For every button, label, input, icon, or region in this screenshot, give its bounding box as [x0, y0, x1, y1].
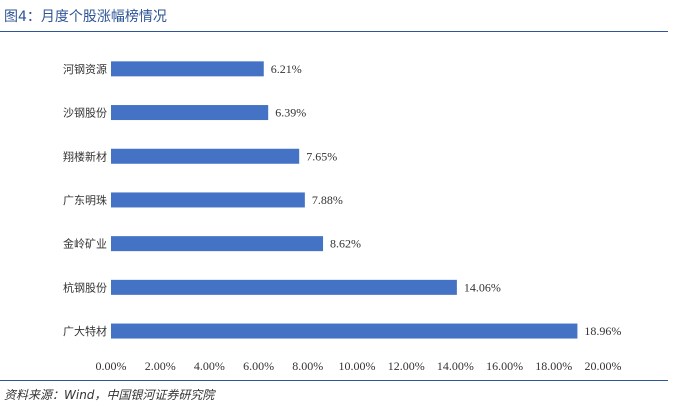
x-tick-label: 10.00% — [339, 359, 376, 373]
bar — [111, 105, 269, 121]
bar — [111, 148, 300, 164]
source-note: 资料来源：Wind，中国银河证券研究院 — [4, 388, 215, 402]
x-tick-label: 0.00% — [96, 359, 127, 373]
bar — [111, 192, 305, 208]
data-label: 8.62% — [330, 237, 361, 251]
category-label: 翔楼新材 — [63, 149, 107, 163]
x-tick-label: 12.00% — [388, 359, 425, 373]
x-tick-label: 20.00% — [585, 359, 622, 373]
data-label: 6.21% — [271, 62, 302, 76]
x-tick-label: 4.00% — [194, 359, 225, 373]
x-tick-label: 16.00% — [486, 359, 523, 373]
category-label: 沙钢股份 — [63, 107, 107, 120]
category-label: 广东明珠 — [63, 193, 107, 207]
bar — [111, 279, 457, 295]
x-tick-label: 18.00% — [535, 359, 572, 373]
figure-title: 图4：月度个股涨幅榜情况 — [4, 9, 167, 25]
category-label: 广大特材 — [63, 324, 107, 338]
data-label: 14.06% — [464, 280, 501, 294]
data-label: 7.88% — [312, 193, 343, 207]
category-label: 金岭矿业 — [63, 237, 107, 251]
bar — [111, 61, 264, 77]
bar — [111, 236, 324, 252]
x-tick-label: 8.00% — [292, 359, 323, 373]
bar-chart: 河钢资源 6.21% 沙钢股份 6.39% 翔楼新材 7.65% 广东明珠 7.88% 金岭矿业… — [63, 61, 622, 373]
source-rule — [0, 380, 668, 381]
data-label: 7.65% — [306, 149, 337, 163]
category-label: 河钢资源 — [63, 62, 107, 76]
data-label: 6.39% — [275, 106, 306, 120]
x-tick-label: 2.00% — [145, 359, 176, 373]
title-rule — [0, 31, 668, 32]
data-label: 18.96% — [584, 324, 621, 338]
x-tick-label: 14.00% — [437, 359, 474, 373]
category-label: 杭钢股份 — [63, 280, 107, 294]
x-tick-label: 6.00% — [243, 359, 274, 373]
bar — [111, 323, 578, 339]
